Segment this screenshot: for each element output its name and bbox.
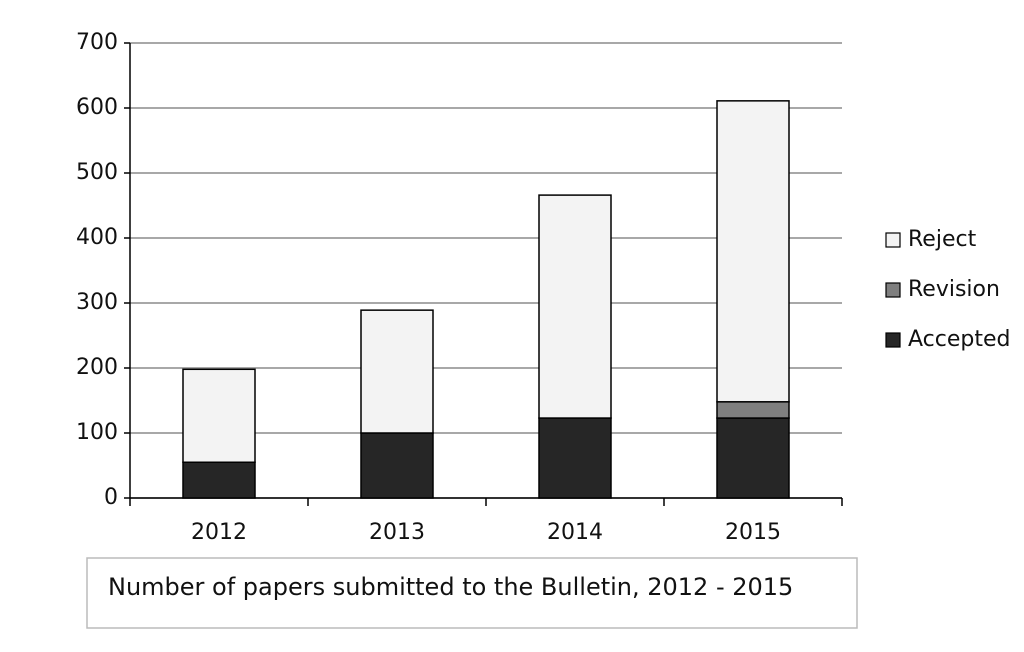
legend-label: Reject xyxy=(908,227,977,252)
bar-segment xyxy=(182,368,256,463)
bar-segment xyxy=(538,194,612,419)
y-tick-label: 400 xyxy=(76,225,118,250)
bar-segment xyxy=(538,417,612,499)
bar-segment xyxy=(716,401,790,419)
x-tick-label: 2014 xyxy=(547,520,603,545)
legend-swatch xyxy=(885,232,901,248)
chart-title: Number of papers submitted to the Bullet… xyxy=(108,573,793,601)
legend-label: Revision xyxy=(908,277,1000,302)
bar-segment xyxy=(360,432,434,499)
legend-swatch xyxy=(885,282,901,298)
bar-segment xyxy=(360,309,434,434)
x-tick-label: 2015 xyxy=(725,520,781,545)
legend-swatch xyxy=(885,332,901,348)
bar-segment xyxy=(716,100,790,403)
bar-segment xyxy=(182,461,256,499)
bar-segment xyxy=(716,417,790,499)
y-tick-label: 600 xyxy=(76,95,118,120)
y-tick-label: 300 xyxy=(76,290,118,315)
x-tick-label: 2012 xyxy=(191,520,247,545)
y-tick-label: 0 xyxy=(104,485,118,510)
y-tick-label: 100 xyxy=(76,420,118,445)
y-tick-label: 700 xyxy=(76,30,118,55)
x-tick-label: 2013 xyxy=(369,520,425,545)
legend-label: Accepted xyxy=(908,327,1010,352)
y-tick-label: 200 xyxy=(76,355,118,380)
title-box xyxy=(86,557,858,629)
y-tick-label: 500 xyxy=(76,160,118,185)
